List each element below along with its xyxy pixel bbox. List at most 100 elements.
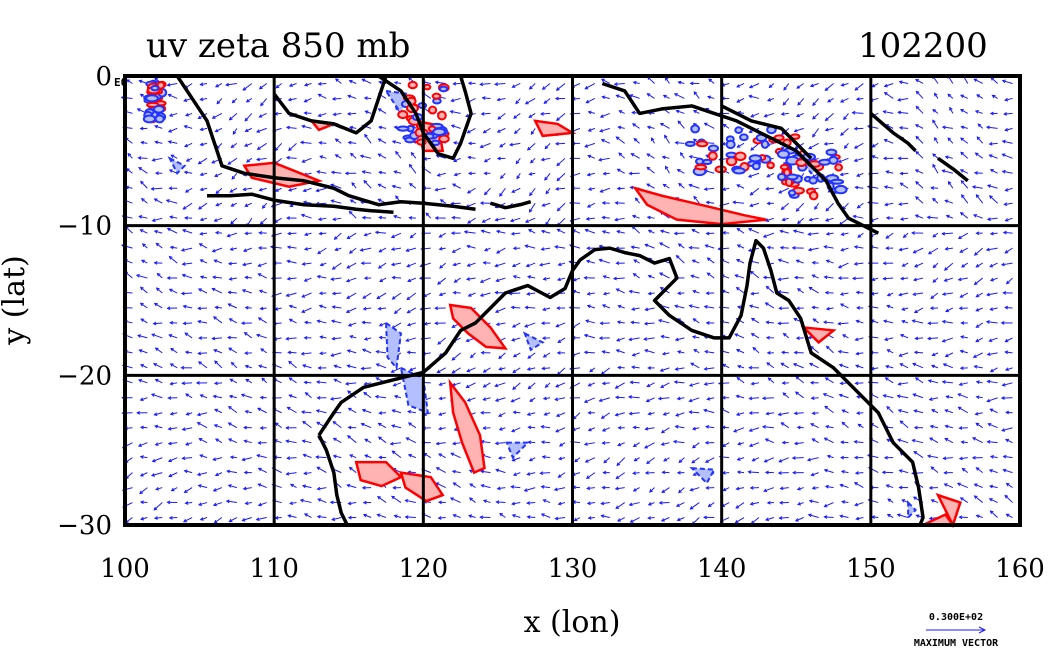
wind-vector xyxy=(989,142,998,145)
wind-vector xyxy=(260,348,267,354)
wind-vector-head xyxy=(261,204,266,209)
wind-vector xyxy=(1002,80,1013,84)
wind-vector xyxy=(512,382,521,390)
wind-vector-head xyxy=(749,203,754,208)
wind-vector-head xyxy=(479,293,484,297)
wind-vector xyxy=(959,457,968,460)
wind-vector-head xyxy=(601,95,606,100)
wind-vector-head xyxy=(852,276,856,281)
wind-vector xyxy=(573,412,581,420)
wind-vector-head xyxy=(705,291,710,296)
wind-vector xyxy=(678,243,685,249)
wind-vector-head xyxy=(958,306,963,311)
wind-vector xyxy=(811,472,819,476)
wind-vector xyxy=(289,318,297,324)
wind-vector-head xyxy=(374,394,379,399)
wind-vector xyxy=(587,487,595,490)
wind-vector-head xyxy=(395,150,399,155)
wind-vector-head xyxy=(601,428,606,432)
wind-vector xyxy=(229,517,238,523)
wind-vector xyxy=(303,187,312,192)
wind-vector-head xyxy=(793,350,798,355)
wind-vector-head xyxy=(692,318,697,322)
wind-vector xyxy=(675,425,685,429)
wind-vector-head xyxy=(331,291,336,296)
wind-vector-head xyxy=(542,499,547,503)
wind-vector-head xyxy=(958,456,963,461)
wind-vector-head xyxy=(646,383,651,388)
wind-vector-head xyxy=(316,486,321,491)
wind-vector xyxy=(958,232,969,239)
wind-vector xyxy=(945,247,953,250)
wind-vector xyxy=(541,157,551,161)
wind-vector-head xyxy=(899,420,904,425)
wind-vector xyxy=(215,472,223,476)
negative-vorticity-cell xyxy=(760,139,770,149)
wind-vector-head xyxy=(944,424,949,429)
wind-vector-head xyxy=(842,334,846,338)
wind-vector-head xyxy=(377,153,382,157)
wind-vector-head xyxy=(139,490,144,495)
wind-vector-head xyxy=(317,113,322,118)
wind-vector xyxy=(737,228,745,234)
wind-vector-head xyxy=(898,353,903,357)
wind-vector xyxy=(603,172,610,175)
wind-vector-head xyxy=(244,128,249,133)
wind-vector xyxy=(498,412,506,417)
wind-vector xyxy=(763,232,775,238)
wind-vector-head xyxy=(793,441,798,446)
wind-vector xyxy=(317,516,327,519)
wind-vector xyxy=(335,138,342,144)
wind-vector-head xyxy=(882,110,887,114)
wind-vector-head xyxy=(226,469,231,474)
wind-vector xyxy=(170,246,178,249)
wind-vector-head xyxy=(229,378,234,383)
wind-vector xyxy=(200,82,208,86)
wind-vector xyxy=(990,277,998,281)
x-tick-label: 100 xyxy=(100,554,150,584)
wind-vector xyxy=(913,277,924,281)
wind-vector-head xyxy=(166,82,171,87)
wind-vector xyxy=(974,277,984,285)
wind-vector-head xyxy=(897,97,902,102)
wind-vector xyxy=(377,514,387,518)
wind-vector xyxy=(362,217,372,219)
wind-vector xyxy=(182,274,193,279)
wind-vector xyxy=(362,78,372,84)
wind-vector xyxy=(542,367,551,370)
reference-arrow-head xyxy=(978,626,987,634)
wind-vector xyxy=(928,247,939,255)
wind-vector-head xyxy=(465,384,470,389)
wind-vector xyxy=(257,142,267,150)
wind-vector-head xyxy=(228,277,233,281)
wind-vector xyxy=(213,349,223,354)
wind-vector xyxy=(987,380,998,384)
wind-vector-head xyxy=(544,145,549,150)
positive-vorticity-cell xyxy=(438,134,450,144)
wind-vector xyxy=(647,216,655,219)
wind-vector-head xyxy=(182,518,187,523)
wind-vector-head xyxy=(317,217,322,221)
wind-vector xyxy=(512,262,521,267)
wind-vector-head xyxy=(584,144,589,148)
wind-vector xyxy=(347,484,357,489)
wind-vector-head xyxy=(499,512,504,517)
wind-vector xyxy=(897,395,909,399)
wind-vector xyxy=(530,128,536,135)
wind-vector-head xyxy=(215,202,220,207)
wind-vector-head xyxy=(481,219,486,223)
wind-vector-head xyxy=(285,471,290,476)
wind-vector-head xyxy=(498,355,503,360)
wind-vector-head xyxy=(989,111,994,116)
wind-vector-head xyxy=(976,136,981,141)
wind-vectors xyxy=(120,73,1013,525)
wind-vector-head xyxy=(885,235,890,239)
wind-vector-head xyxy=(885,170,890,174)
wind-vector xyxy=(200,517,208,521)
wind-vector-head xyxy=(927,321,932,326)
wind-vector-head xyxy=(598,258,603,263)
wind-vector xyxy=(735,274,745,279)
wind-vector xyxy=(332,306,342,309)
wind-vector xyxy=(899,352,909,357)
